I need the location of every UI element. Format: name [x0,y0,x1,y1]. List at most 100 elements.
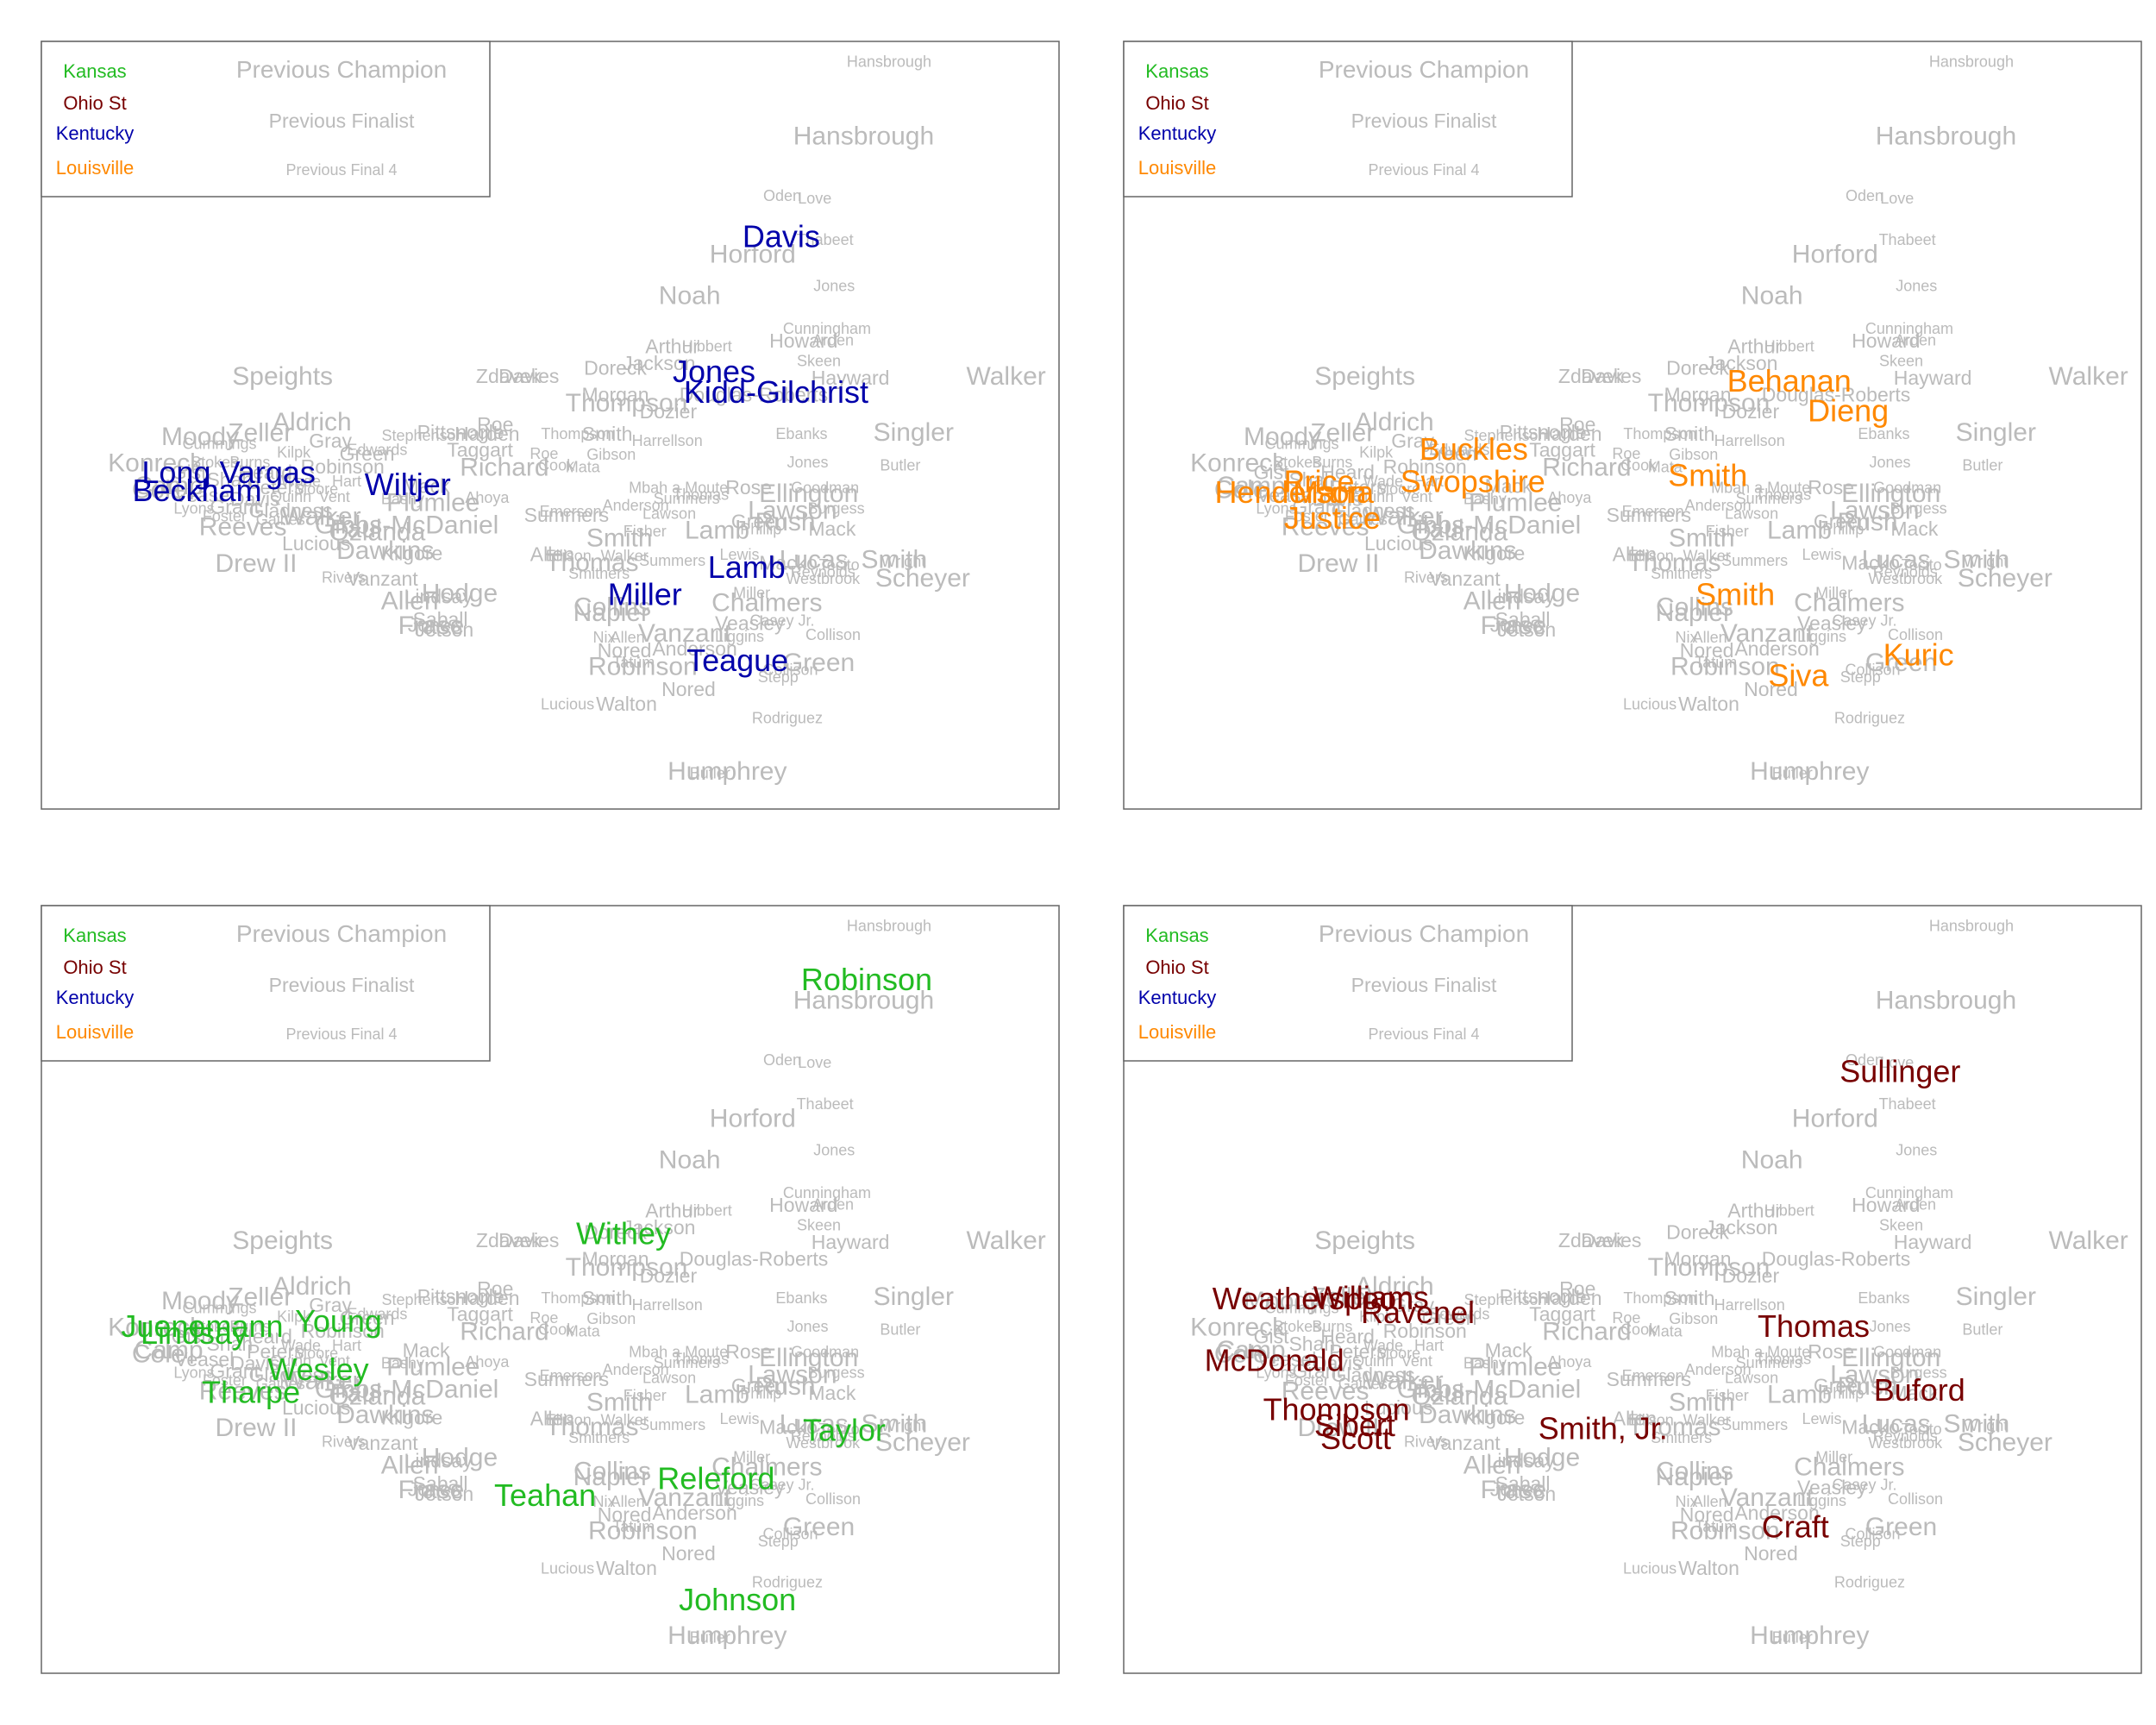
background-player-label: Nix [593,629,616,646]
background-player-label: Hansbrough [847,917,931,934]
background-player-label: Roe [530,1309,558,1327]
background-player-label: Liggins [715,628,764,645]
background-player-label: Drew II [215,1414,297,1442]
background-player-label: Frase [1481,1476,1547,1504]
background-player-label: Wright [881,553,926,570]
background-player-label: Lewis [719,1410,759,1427]
background-player-label: Bashy [381,1355,424,1372]
background-player-label: Arden [812,1195,854,1213]
background-player-label: Stephenson [1463,427,1546,444]
background-player-label: Edwards [1429,1306,1489,1323]
background-player-label: Harrellson [632,432,703,449]
background-player-label: Lucious [1364,532,1432,555]
background-player-label: Thompson [566,389,688,417]
background-player-label: Phillip [1822,520,1864,537]
background-player-label: Stepp [758,668,799,686]
background-player-label: Lindsay [404,1449,473,1471]
background-player-label: Davies [1581,1229,1641,1251]
background-player-label: Bashy [1463,491,1507,508]
background-player-label: Hansbrough [793,122,934,150]
background-player-label: Gibson [586,446,636,463]
background-player-label: Davies [498,1229,559,1251]
background-player-label: Ozlanda [329,518,426,547]
legend-team-label: Ohio St [63,92,126,114]
highlight-player-label: Kuric [1883,637,1954,673]
background-player-label: Zeller [1310,419,1375,448]
background-player-label: Gibson [586,1310,636,1327]
background-player-label: Summers [654,1354,720,1371]
background-player-label: Liggins [1797,1492,1846,1509]
background-player-label: Nored [598,639,652,662]
background-player-label: Stokes [191,1318,238,1335]
background-player-label: Hibbert [682,338,732,355]
background-player-label: Ebanks [775,1289,827,1307]
background-player-label: Thomas [545,1413,638,1441]
background-player-label: Veasel [174,1348,234,1371]
background-player-label: Hansbrough [1876,122,2016,150]
background-player-label: Roe [1612,1309,1640,1327]
background-player-label: Cole [1214,476,1268,505]
background-player-label: Roe [477,1277,513,1300]
background-player-label: Singler [874,418,954,447]
background-player-label: Gist [172,461,208,483]
background-player-label: Saball [413,608,468,630]
background-player-label: Chalmers [711,1452,822,1481]
highlight-player-label: Marra [1293,474,1375,510]
background-player-label: Miller [1815,1448,1852,1465]
background-player-label: Emerson [540,1367,602,1384]
background-player-label: Reynolds [1873,563,1938,580]
background-player-label: Lindsay [1487,585,1556,607]
background-player-label: Singler [1956,1283,2036,1311]
highlight-player-label: Smith, Jr. [1539,1411,1668,1446]
background-player-label: Anderson [1685,497,1752,514]
background-player-label: Douglas-Roberts [1762,383,1911,405]
background-player-label: Tatum [1695,1518,1737,1535]
background-player-label: Richard [1542,454,1631,482]
background-player-label: Pittsnogle [417,1285,505,1308]
background-player-label: Allen [381,1452,439,1480]
background-player-label: Ebanks [1858,425,1909,442]
legend-team-label: Kentucky [56,987,135,1008]
background-player-label: Rose [1808,476,1854,499]
highlight-player-label: Withey [576,1215,671,1251]
legend: Kansas Ohio St Kentucky Louisville Previous … [41,905,491,1062]
background-player-label: Arthur [1727,1199,1782,1221]
background-player-label: Davies [498,365,559,387]
background-player-label: Summers [1607,1368,1691,1390]
background-player-label: Quinn [1352,1352,1394,1370]
background-player-label: Allen [1613,1408,1657,1430]
background-player-label: Jetson [415,1483,473,1505]
background-player-label: Shah [206,468,253,491]
background-player-label: Nored [1680,1503,1734,1526]
background-player-label: Thomas [1755,1350,1811,1367]
background-player-label: Vanzant [347,1432,418,1454]
background-player-label: Dawkins [336,1401,434,1429]
background-player-label: Green [340,1307,395,1329]
panels-root: HansbroughHansbroughOdenLoveThabeetHorfo… [41,41,2142,1674]
background-player-label: Gaines [1338,511,1388,529]
background-player-label: Harrellson [1714,432,1785,449]
background-player-label: Scheyer [875,1428,970,1457]
background-player-label: Reynolds [791,563,856,580]
background-player-label: Jackson [1705,1216,1777,1239]
background-player-label: Horford [710,240,796,268]
background-player-label: Thomas [1627,1413,1720,1441]
background-player-label: Davis [230,487,280,510]
background-player-label: Vent [319,1352,350,1370]
background-player-label: Kilgore [1463,1407,1526,1429]
background-player-label: Smith [1669,524,1735,553]
background-player-label: Lawson [642,1370,696,1387]
legend-team-label: Kansas [63,925,126,946]
background-player-label: Burns [229,1318,270,1335]
background-player-label: Allen [1463,587,1521,616]
background-player-label: Lucious [541,695,594,712]
background-player-label: Camp [134,472,203,500]
background-player-label: Summers [1721,552,1788,569]
background-player-label: Jones [1896,1141,1937,1158]
background-player-label: Doreck [584,1220,647,1243]
background-player-label: Skeen [797,1216,841,1233]
background-player-label: Noah [659,1145,721,1174]
background-player-label: Rush [755,508,816,536]
background-player-label: Walker [1683,1412,1730,1429]
